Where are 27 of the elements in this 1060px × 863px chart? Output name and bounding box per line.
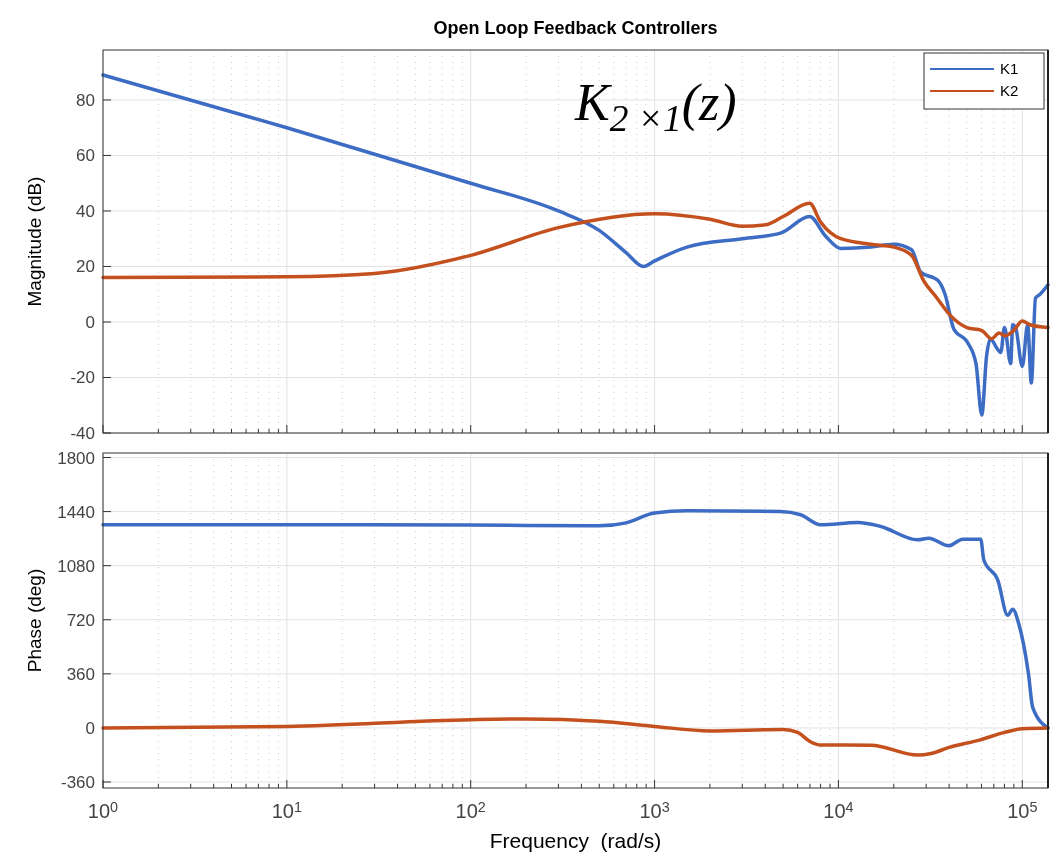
y-tick-label: 60 <box>76 146 95 166</box>
y-tick-label: 20 <box>76 257 95 277</box>
y-tick-label: -40 <box>70 424 95 443</box>
y-tick-label: 0 <box>85 312 95 332</box>
x-tick-label: 10$^{4}$ <box>823 798 854 822</box>
legend-label: K1 <box>1000 60 1019 77</box>
x-tick-label: 10$^{3}$ <box>639 798 670 822</box>
y-tick-label: 1440 <box>57 502 95 522</box>
chart-title: Open Loop Feedback Controllers <box>433 18 718 38</box>
y-tick-label: 80 <box>76 90 95 110</box>
y-tick-label: 0 <box>85 718 95 738</box>
y-tick-label: 720 <box>66 610 95 630</box>
annotation: K$_{2 ×1}$(z) <box>574 74 737 140</box>
y-axis-title: Magnitude (dB) <box>24 176 45 307</box>
x-tick-label: 10$^{0}$ <box>87 798 119 822</box>
y-tick-label: -360 <box>60 772 95 792</box>
y-tick-label: -20 <box>70 368 95 388</box>
y-tick-label: 1800 <box>57 448 95 468</box>
y-tick-label: 40 <box>76 201 95 221</box>
y-tick-label: 360 <box>66 664 95 684</box>
legend-label: K2 <box>1000 82 1019 99</box>
x-tick-label: 10$^{1}$ <box>271 798 302 822</box>
y-tick-label: 1080 <box>57 556 95 576</box>
x-tick-label: 10$^{2}$ <box>455 798 486 822</box>
x-axis-title: Frequency (rad/s) <box>489 829 662 852</box>
x-tick-label: 10$^{5}$ <box>1007 798 1038 822</box>
y-axis-title: Phase (deg) <box>24 568 45 673</box>
